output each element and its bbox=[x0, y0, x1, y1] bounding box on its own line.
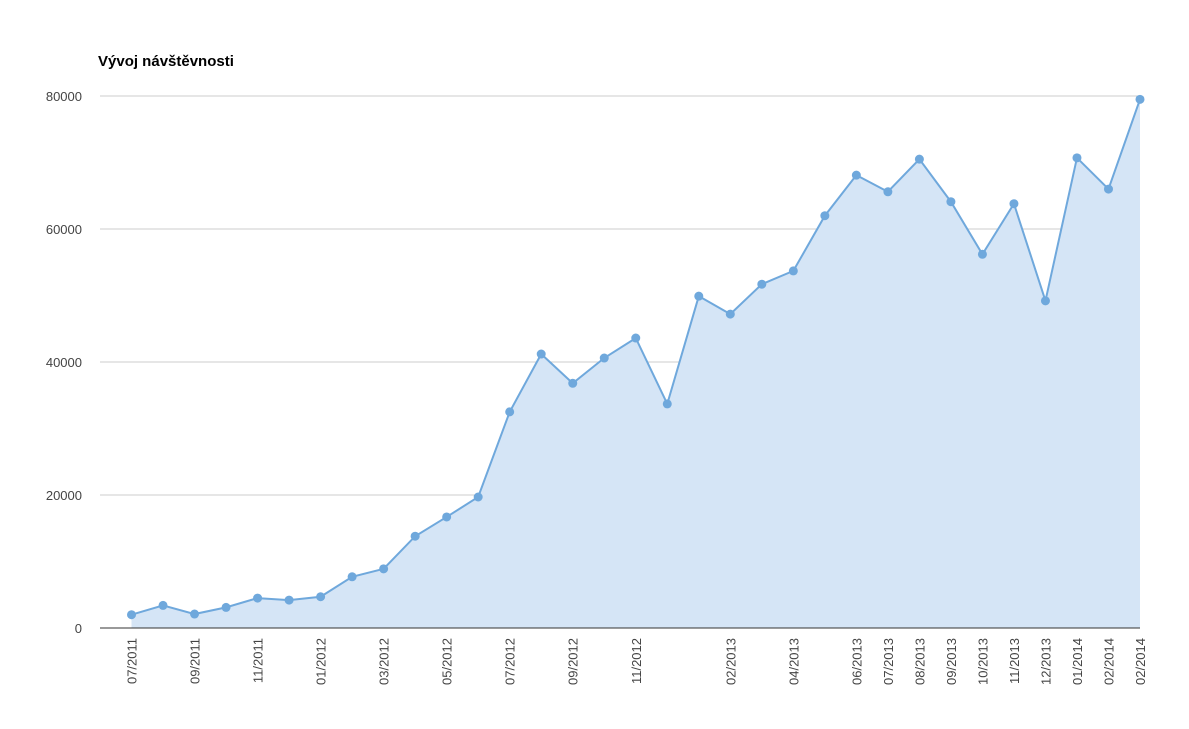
point bbox=[631, 333, 641, 343]
point bbox=[1040, 296, 1050, 306]
point bbox=[568, 378, 578, 388]
y-tick-label: 20000 bbox=[46, 488, 82, 503]
area-fill bbox=[131, 99, 1141, 628]
x-tick-label: 04/2013 bbox=[786, 638, 801, 685]
point bbox=[1103, 184, 1113, 194]
point bbox=[284, 595, 294, 605]
y-tick-label: 40000 bbox=[46, 355, 82, 370]
point bbox=[1135, 94, 1145, 104]
x-tick-label: 03/2012 bbox=[377, 638, 392, 685]
y-tick-label: 80000 bbox=[46, 89, 82, 104]
point bbox=[410, 531, 420, 541]
point bbox=[221, 602, 231, 612]
x-tick-label: 11/2011 bbox=[251, 638, 266, 683]
point bbox=[442, 512, 452, 522]
x-tick-label: 07/2012 bbox=[503, 638, 518, 685]
x-tick-label: 07/2011 bbox=[125, 638, 140, 684]
x-tick-label: 09/2013 bbox=[944, 638, 959, 685]
x-tick-label: 11/2013 bbox=[1007, 638, 1022, 684]
point bbox=[536, 349, 546, 359]
chart-title: Vývoj návštěvnosti bbox=[98, 53, 234, 70]
point bbox=[1072, 153, 1082, 163]
point bbox=[757, 279, 767, 289]
x-tick-label: 09/2011 bbox=[188, 638, 203, 684]
x-tick-label: 01/2014 bbox=[1070, 638, 1085, 685]
point bbox=[914, 154, 924, 164]
x-tick-label: 10/2013 bbox=[975, 638, 990, 685]
x-tick-label: 01/2012 bbox=[314, 638, 329, 685]
point bbox=[883, 187, 893, 197]
point bbox=[662, 399, 672, 409]
x-tick-label: 08/2013 bbox=[912, 638, 927, 685]
point bbox=[316, 592, 326, 602]
point bbox=[473, 492, 483, 502]
point bbox=[820, 211, 830, 221]
point bbox=[379, 564, 389, 574]
point bbox=[946, 197, 956, 207]
x-tick-label: 02/2014 bbox=[1101, 638, 1116, 685]
x-tick-label: 02/2013 bbox=[723, 638, 738, 685]
point bbox=[977, 249, 987, 259]
point bbox=[1009, 199, 1019, 209]
point bbox=[788, 266, 798, 276]
y-tick-label: 0 bbox=[75, 621, 82, 636]
x-tick-label: 09/2012 bbox=[566, 638, 581, 685]
x-tick-label: 12/2013 bbox=[1038, 638, 1053, 685]
x-tick-label: 02/2014 bbox=[1133, 638, 1148, 685]
point bbox=[505, 407, 515, 417]
point bbox=[599, 353, 609, 363]
point bbox=[725, 309, 735, 319]
point bbox=[190, 609, 200, 619]
x-tick-label: 07/2013 bbox=[881, 638, 896, 685]
y-tick-label: 60000 bbox=[46, 222, 82, 237]
point bbox=[127, 610, 137, 620]
point bbox=[158, 600, 168, 610]
point bbox=[253, 593, 263, 603]
x-tick-label: 11/2012 bbox=[629, 638, 644, 684]
point bbox=[694, 291, 704, 301]
x-tick-label: 05/2012 bbox=[440, 638, 455, 685]
point bbox=[851, 170, 861, 180]
x-tick-label: 06/2013 bbox=[849, 638, 864, 685]
point bbox=[347, 572, 357, 582]
